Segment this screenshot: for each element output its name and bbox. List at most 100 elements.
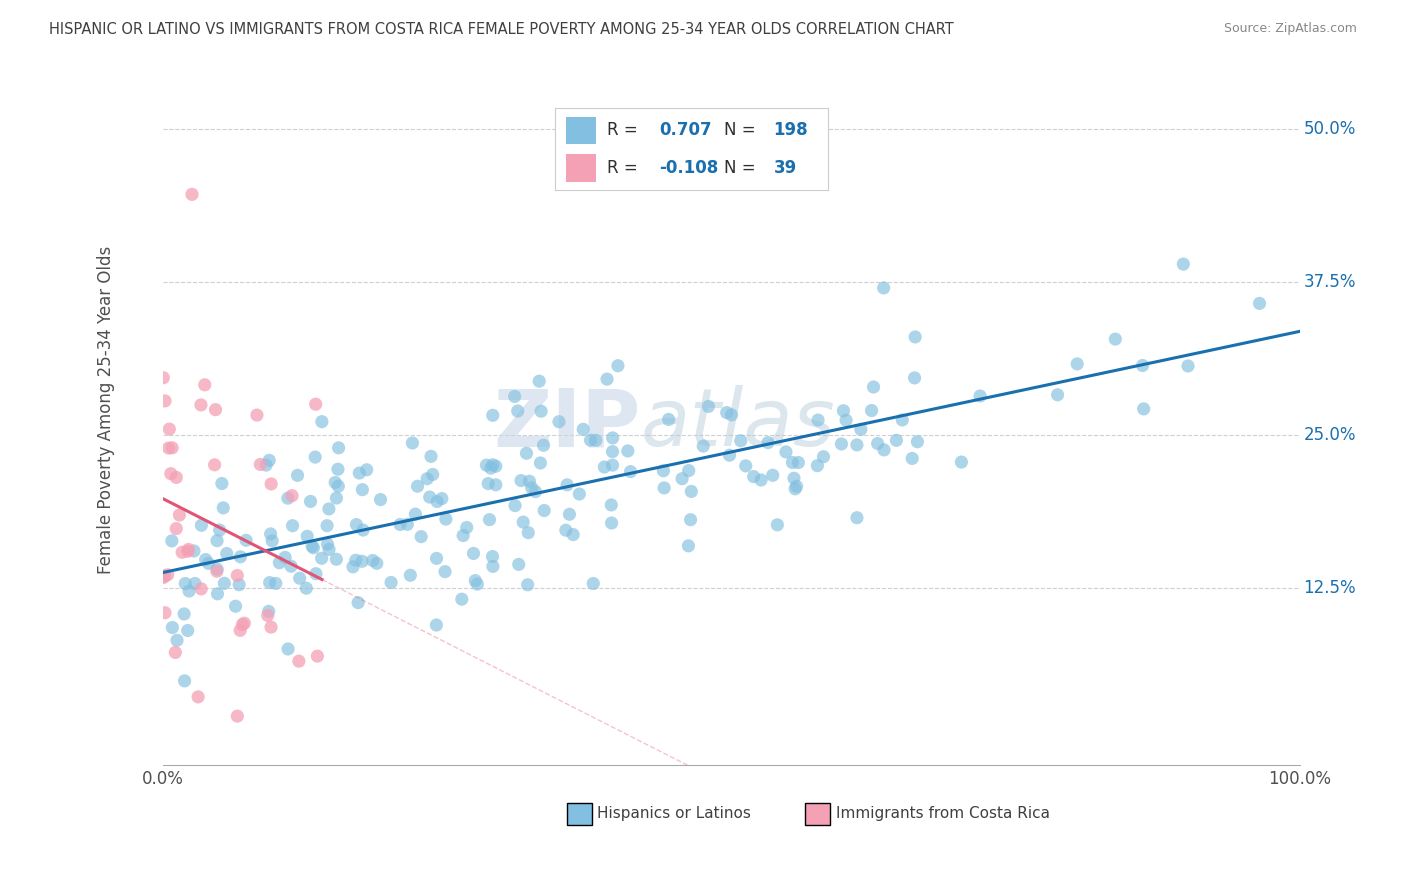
Point <box>465 577 488 591</box>
Point <box>257 604 280 618</box>
Point <box>190 398 212 412</box>
Point <box>174 576 197 591</box>
Point <box>716 406 738 420</box>
Point <box>215 547 238 561</box>
Point <box>311 415 333 429</box>
Point <box>503 389 526 403</box>
Point <box>619 465 641 479</box>
Point <box>456 520 478 534</box>
Point <box>681 484 703 499</box>
Point <box>302 541 325 555</box>
Point <box>254 458 277 472</box>
Point <box>305 397 328 411</box>
Point <box>464 574 486 588</box>
Point <box>533 438 555 452</box>
Point <box>891 413 914 427</box>
Point <box>830 437 852 451</box>
Point <box>904 330 927 344</box>
Point <box>328 441 350 455</box>
Point <box>1132 359 1154 373</box>
Point <box>262 533 284 548</box>
Point <box>366 557 388 571</box>
Point <box>326 462 349 476</box>
Point <box>508 558 530 572</box>
Point <box>260 477 283 491</box>
Point <box>678 539 700 553</box>
Point <box>602 458 624 472</box>
Point <box>652 481 675 495</box>
Point <box>485 477 508 491</box>
Point <box>425 618 447 632</box>
Point <box>352 483 374 497</box>
Point <box>226 709 249 723</box>
Point <box>1177 359 1199 373</box>
Point <box>506 404 529 418</box>
Point <box>190 518 212 533</box>
Point <box>169 508 191 522</box>
Point <box>969 389 991 403</box>
Point <box>478 513 501 527</box>
Point <box>450 592 472 607</box>
Point <box>153 606 176 620</box>
Point <box>307 649 329 664</box>
Point <box>342 559 364 574</box>
Point <box>422 467 444 482</box>
Point <box>579 433 602 447</box>
Point <box>512 515 534 529</box>
Point <box>860 403 883 417</box>
Text: 37.5%: 37.5% <box>1303 273 1355 291</box>
Point <box>205 564 228 578</box>
Text: atlas: atlas <box>640 385 835 463</box>
Point <box>165 522 187 536</box>
Point <box>762 468 785 483</box>
Point <box>434 512 457 526</box>
Point <box>481 549 503 564</box>
Point <box>269 556 291 570</box>
Point <box>229 624 252 638</box>
Point <box>297 529 319 543</box>
Point <box>524 484 547 499</box>
Point <box>515 446 537 460</box>
Point <box>166 633 188 648</box>
Point <box>617 444 640 458</box>
Point <box>177 584 200 599</box>
Point <box>277 491 299 506</box>
Point <box>734 458 756 473</box>
Point <box>281 489 304 503</box>
Point <box>274 550 297 565</box>
Point <box>404 507 426 521</box>
Point <box>157 422 180 436</box>
Point <box>159 467 181 481</box>
Point <box>517 525 540 540</box>
Point <box>225 599 247 614</box>
Point <box>214 576 236 591</box>
Point <box>181 187 204 202</box>
Point <box>652 464 675 478</box>
Point <box>783 471 806 485</box>
Point <box>316 518 339 533</box>
Point <box>568 487 591 501</box>
Point <box>173 673 195 688</box>
Point <box>516 578 538 592</box>
Point <box>479 461 502 475</box>
Point <box>389 517 412 532</box>
Text: 25.0%: 25.0% <box>1303 425 1355 443</box>
Point <box>832 404 855 418</box>
Point <box>678 464 700 478</box>
Point <box>426 494 449 508</box>
Point <box>730 434 752 448</box>
Point <box>519 475 541 489</box>
Point <box>229 549 252 564</box>
Point <box>718 448 741 462</box>
Point <box>194 552 217 566</box>
Point <box>184 576 207 591</box>
Point <box>152 370 174 384</box>
Point <box>347 596 370 610</box>
Point <box>679 513 702 527</box>
Point <box>463 546 485 560</box>
Point <box>420 450 443 464</box>
Point <box>288 654 311 668</box>
Point <box>204 402 226 417</box>
Text: ZIP: ZIP <box>494 385 640 463</box>
Point <box>173 607 195 621</box>
